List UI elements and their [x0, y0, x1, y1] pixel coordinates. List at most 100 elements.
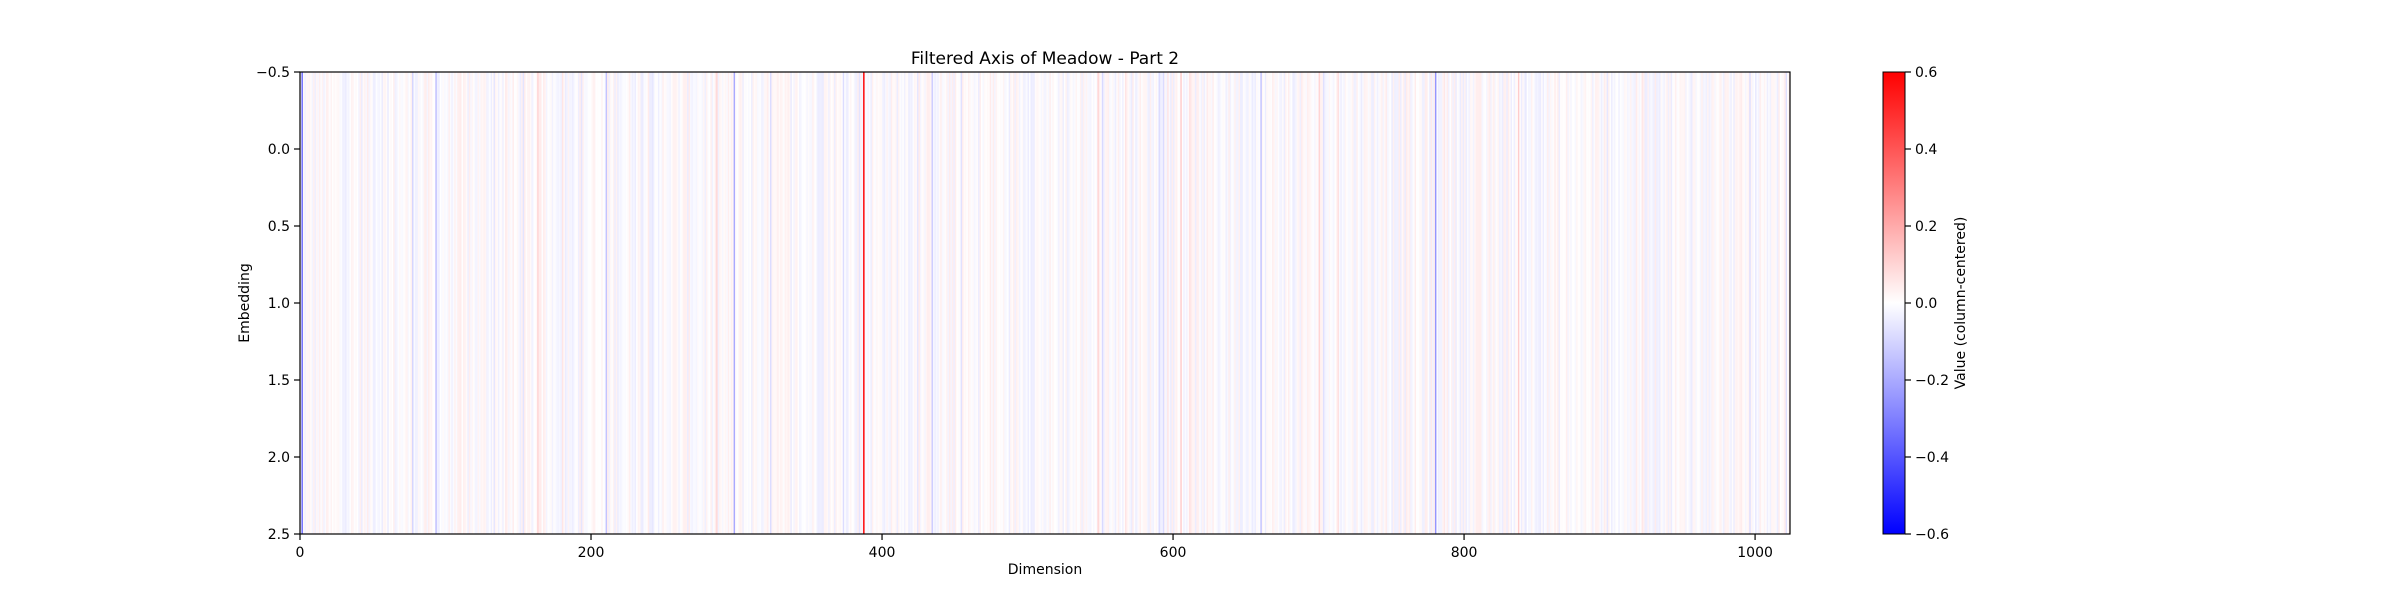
heatmap-column — [548, 72, 551, 534]
heatmap-column — [826, 72, 829, 534]
heatmap-column — [1199, 72, 1202, 534]
heatmap-column — [426, 72, 429, 534]
heatmap-column — [1497, 72, 1500, 534]
heatmap-column — [644, 72, 647, 534]
heatmap-column — [1327, 72, 1330, 534]
heatmap-column — [1229, 72, 1232, 534]
heatmap-column — [986, 72, 989, 534]
heatmap-column — [1574, 72, 1577, 534]
heatmap-column — [1734, 72, 1737, 534]
heatmap-column — [1084, 72, 1087, 534]
heatmap-column — [982, 72, 985, 534]
heatmap-column — [1164, 72, 1167, 534]
heatmap-column — [820, 72, 823, 534]
heatmap-column — [1611, 72, 1613, 534]
heatmap-column — [759, 72, 762, 534]
heatmap-column — [1005, 72, 1008, 534]
colorbar: 0.6 0.4 0.2 0.0 −0.2 −0.4 −0.6 Value (column-c… — [1882, 65, 1969, 543]
heatmap-column — [1241, 72, 1244, 534]
heatmap-column — [1269, 72, 1271, 534]
heatmap-column — [404, 72, 407, 534]
heatmap-column — [786, 72, 788, 534]
heatmap-column — [493, 72, 496, 534]
heatmap-column — [694, 72, 697, 534]
heatmap-column — [769, 72, 772, 534]
heatmap-column — [756, 72, 759, 534]
heatmap-column — [1030, 72, 1033, 534]
heatmap-column — [1221, 72, 1223, 534]
heatmap-column — [669, 72, 672, 534]
heatmap-column — [1248, 72, 1251, 534]
heatmap-column — [1212, 72, 1215, 534]
heatmap-column — [682, 72, 685, 534]
heatmap-column — [1583, 72, 1586, 534]
heatmap-column — [1696, 72, 1699, 534]
heatmap-column — [1721, 72, 1724, 534]
heatmap-column — [528, 72, 531, 534]
heatmap-column — [324, 72, 327, 534]
heatmap-column — [867, 72, 870, 534]
heatmap-column — [676, 72, 679, 534]
y-axis: −0.5 0.0 0.5 1.0 1.5 2.0 2.5 — [256, 65, 300, 543]
heatmap-column — [1775, 72, 1778, 534]
heatmap-column — [1458, 72, 1461, 534]
heatmap-column — [316, 72, 318, 534]
heatmap-column — [650, 72, 653, 534]
heatmap-column — [510, 72, 513, 534]
heatmap-column — [1306, 72, 1309, 534]
heatmap-column — [992, 72, 995, 534]
heatmap-column — [911, 72, 913, 534]
heatmap-column — [1194, 72, 1197, 534]
heatmap-column — [975, 72, 978, 534]
heatmap-column — [1136, 72, 1139, 534]
heatmap-column — [1095, 72, 1098, 534]
heatmap-column — [799, 72, 801, 534]
heatmap-column — [1621, 72, 1624, 534]
heatmap-column — [1141, 72, 1143, 534]
heatmap-column — [1228, 72, 1231, 534]
heatmap-column — [1736, 72, 1739, 534]
heatmap-column — [717, 72, 720, 534]
heatmap-column — [1661, 72, 1664, 534]
heatmap-column — [355, 72, 358, 534]
heatmap-column — [1669, 72, 1672, 534]
heatmap-column — [729, 72, 732, 534]
heatmap-column — [771, 72, 774, 534]
heatmap-column — [1653, 72, 1656, 534]
heatmap-column — [1560, 72, 1562, 534]
heatmap-column — [689, 72, 692, 534]
heatmap-column — [784, 72, 787, 534]
heatmap-column — [1093, 72, 1095, 534]
heatmap-column — [1545, 72, 1548, 534]
heatmap-column — [1418, 72, 1421, 534]
heatmap-column — [1119, 72, 1122, 534]
heatmap-column — [1437, 72, 1440, 534]
heatmap-column — [1349, 72, 1351, 534]
heatmap-column — [317, 72, 320, 534]
x-tick-label: 200 — [578, 545, 605, 561]
heatmap-column — [1788, 72, 1790, 534]
heatmap-column — [985, 72, 988, 534]
colorbar-tick-label: −0.2 — [1915, 373, 1949, 389]
heatmap-column — [825, 72, 828, 534]
heatmap-column — [1720, 72, 1723, 534]
heatmap-column — [967, 72, 970, 534]
heatmap-column — [1235, 72, 1238, 534]
heatmap-column — [832, 72, 835, 534]
heatmap-column — [366, 72, 369, 534]
heatmap-column — [556, 72, 558, 534]
y-tick-label: −0.5 — [256, 65, 290, 81]
heatmap-column — [1456, 72, 1459, 534]
y-tick-label: 0.5 — [268, 219, 290, 235]
heatmap-column — [1280, 72, 1283, 534]
heatmap-column — [665, 72, 668, 534]
heatmap-column — [1007, 72, 1010, 534]
heatmap-column — [800, 72, 803, 534]
heatmap-column — [660, 72, 663, 534]
heatmap-column — [1381, 72, 1383, 534]
heatmap-column — [1526, 72, 1529, 534]
heatmap-column — [1024, 72, 1027, 534]
heatmap-column — [384, 72, 387, 534]
heatmap-column — [1757, 72, 1760, 534]
heatmap-column — [737, 72, 740, 534]
